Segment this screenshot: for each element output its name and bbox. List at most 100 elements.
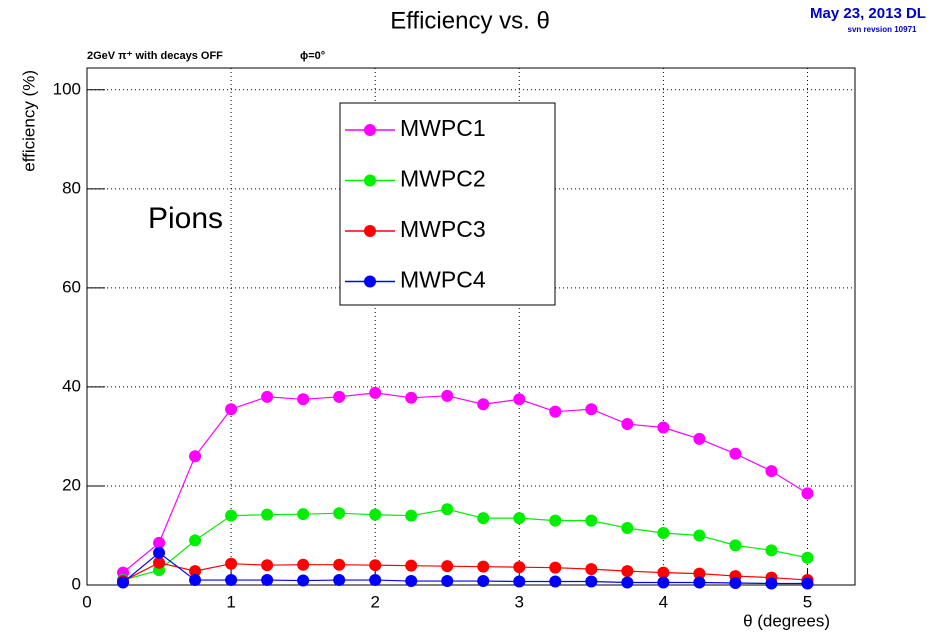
data-point: [261, 559, 274, 572]
data-point: [261, 390, 274, 403]
data-point: [621, 565, 634, 578]
data-point: [225, 557, 238, 570]
legend-marker: [364, 275, 376, 288]
data-point: [585, 575, 598, 588]
data-point: [477, 560, 490, 573]
legend-label: MWPC1: [400, 115, 486, 141]
annotation: Pions: [148, 202, 223, 235]
plot-frame: [86, 67, 856, 586]
data-point: [765, 577, 778, 590]
data-point: [477, 512, 490, 525]
data-point: [153, 536, 166, 549]
data-point: [405, 575, 418, 588]
data-point: [621, 522, 634, 535]
data-point: [549, 575, 562, 588]
x-tick-label: 5: [803, 592, 812, 611]
legend-label: MWPC4: [400, 267, 486, 293]
y-tick-label: 80: [62, 178, 81, 197]
data-point: [513, 393, 526, 406]
legend-marker: [364, 174, 376, 187]
legend-box: [339, 102, 556, 306]
phi-note: ϕ=0°: [300, 50, 325, 62]
x-tick-label: 2: [370, 592, 379, 611]
data-point: [729, 447, 742, 460]
data-point: [297, 508, 310, 521]
data-point: [369, 559, 382, 572]
chart-title: Efficiency vs. θ: [390, 7, 550, 34]
data-point: [621, 418, 634, 431]
data-point: [729, 577, 742, 590]
series-line: [122, 562, 808, 582]
data-point: [693, 576, 706, 589]
data-point: [189, 450, 202, 463]
data-point: [189, 565, 202, 578]
x-tick-label: 3: [515, 592, 524, 611]
data-point: [621, 576, 634, 589]
data-point: [549, 405, 562, 418]
data-point: [513, 561, 526, 574]
y-tick-label: 100: [53, 79, 81, 98]
data-point: [405, 509, 418, 522]
x-tick-label: 0: [82, 592, 91, 611]
data-point: [657, 421, 670, 434]
data-point: [477, 575, 490, 588]
data-point: [765, 544, 778, 557]
series-line: [122, 552, 808, 585]
legend-label: MWPC3: [400, 216, 486, 242]
data-point: [405, 559, 418, 572]
data-point: [693, 432, 706, 445]
x-axis-label: θ (degrees): [743, 611, 830, 630]
data-point: [261, 508, 274, 521]
data-point: [441, 389, 454, 402]
y-tick-label: 20: [62, 475, 81, 494]
data-point: [657, 527, 670, 540]
data-point: [369, 386, 382, 399]
data-point: [765, 465, 778, 478]
data-point: [801, 577, 814, 590]
revision-note: svn revsion 10971: [848, 25, 917, 34]
data-point: [153, 546, 166, 559]
y-tick-label: 40: [62, 376, 81, 395]
y-axis-label: efficiency (%): [19, 70, 38, 172]
data-point: [189, 534, 202, 547]
data-point: [405, 391, 418, 404]
data-point: [513, 512, 526, 525]
data-point: [333, 574, 346, 587]
subtitle: 2GeV π⁺ with decays OFF: [87, 50, 223, 62]
data-point: [333, 390, 346, 403]
data-point: [369, 574, 382, 587]
data-point: [657, 576, 670, 589]
x-tick-label: 4: [659, 592, 668, 611]
data-point: [441, 575, 454, 588]
data-point: [333, 558, 346, 571]
y-tick-label: 60: [62, 277, 81, 296]
data-point: [693, 567, 706, 580]
legend-marker: [364, 225, 376, 237]
legend-marker: [364, 124, 376, 136]
y-tick-label: 0: [72, 574, 81, 593]
data-point: [225, 403, 238, 416]
data-point: [297, 558, 310, 571]
data-point: [801, 551, 814, 564]
data-point: [549, 561, 562, 574]
data-point: [441, 560, 454, 573]
series-line: [122, 392, 808, 574]
data-point: [225, 509, 238, 522]
data-point: [297, 393, 310, 406]
data-point: [549, 514, 562, 527]
x-tick-label: 1: [226, 592, 235, 611]
data-point: [729, 539, 742, 552]
data-point: [513, 575, 526, 588]
data-point: [189, 574, 202, 587]
data-point: [297, 574, 310, 587]
data-point: [585, 514, 598, 527]
data-point: [441, 503, 454, 516]
data-point: [657, 566, 670, 579]
data-point: [477, 398, 490, 411]
data-point: [801, 487, 814, 500]
data-point: [369, 508, 382, 521]
legend-label: MWPC2: [400, 166, 486, 192]
date-note: May 23, 2013 DL: [810, 5, 926, 22]
data-point: [153, 556, 166, 569]
